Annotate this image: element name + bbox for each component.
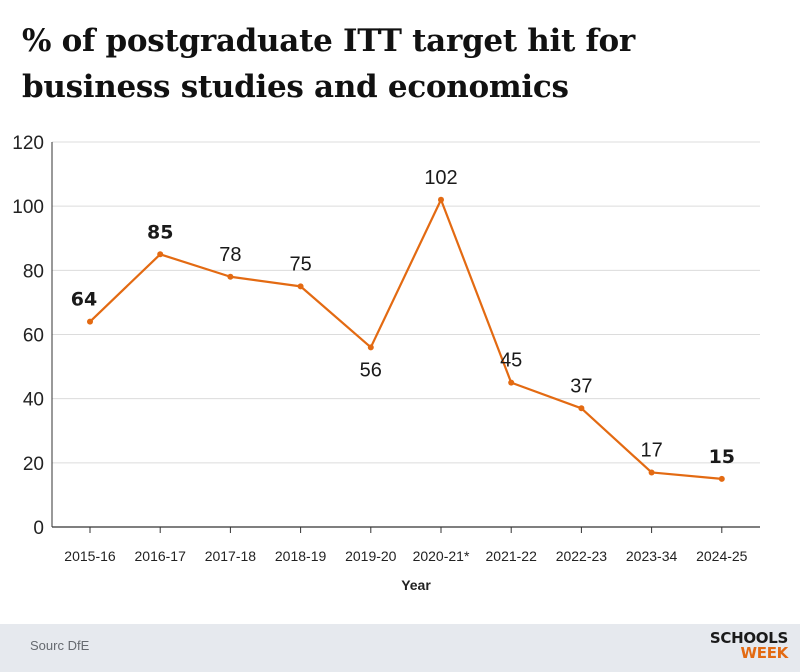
data-label: 78 bbox=[219, 244, 241, 266]
line-chart: 0 20 40 60 80 100 120 2015-16 2016-17 2017-18 2018… bbox=[12, 133, 760, 593]
y-tick-label: 40 bbox=[23, 390, 44, 411]
x-tick-label: 2016-17 bbox=[135, 548, 187, 564]
x-tick-label: 2024-25 bbox=[696, 548, 748, 564]
data-label: 102 bbox=[424, 167, 457, 189]
y-tick-label: 80 bbox=[23, 261, 44, 282]
data-label: 85 bbox=[147, 221, 173, 243]
data-label: 37 bbox=[570, 375, 592, 397]
data-label: 45 bbox=[500, 350, 522, 372]
data-point bbox=[157, 251, 164, 258]
x-axis-title: Year bbox=[401, 577, 431, 593]
data-label: 15 bbox=[709, 446, 735, 468]
data-point bbox=[227, 273, 234, 280]
data-point bbox=[578, 405, 585, 412]
data-label: 75 bbox=[289, 253, 311, 275]
y-tick-label: 120 bbox=[12, 133, 44, 154]
logo-line-2: WEEK bbox=[740, 644, 789, 662]
data-point bbox=[508, 379, 515, 386]
data-point bbox=[718, 475, 725, 482]
x-tick-label: 2017-18 bbox=[205, 548, 257, 564]
data-label: 17 bbox=[640, 439, 662, 461]
data-point bbox=[367, 344, 374, 351]
y-tick-label: 100 bbox=[12, 197, 44, 218]
data-point bbox=[297, 283, 304, 290]
x-tick-label: 2019-20 bbox=[345, 548, 397, 564]
x-tick-label: 2020-21* bbox=[413, 548, 470, 564]
series-line bbox=[88, 198, 723, 480]
x-tick-label: 2018-19 bbox=[275, 548, 327, 564]
data-point bbox=[438, 196, 444, 203]
data-label: 64 bbox=[71, 289, 97, 311]
x-tick-label: 2023-34 bbox=[626, 548, 678, 564]
x-tick-label: 2022-23 bbox=[556, 548, 608, 564]
y-tick-label: 60 bbox=[23, 326, 44, 347]
data-point bbox=[648, 469, 655, 476]
data-point bbox=[87, 318, 93, 325]
footer-bar: Sourc DfE SCHOOLS WEEK bbox=[0, 624, 800, 672]
source-note: Sourc DfE bbox=[30, 638, 90, 653]
schools-week-logo: SCHOOLS WEEK bbox=[710, 631, 788, 661]
logo-line-1: SCHOOLS bbox=[709, 629, 788, 647]
chart-title: % of postgraduate ITT target hit for bus… bbox=[22, 23, 635, 105]
x-tick-label: 2015-16 bbox=[64, 548, 116, 564]
x-tick-label: 2021-22 bbox=[486, 548, 538, 564]
data-label: 56 bbox=[360, 359, 382, 381]
y-tick-label: 0 bbox=[33, 518, 44, 539]
y-tick-label: 20 bbox=[23, 454, 44, 475]
